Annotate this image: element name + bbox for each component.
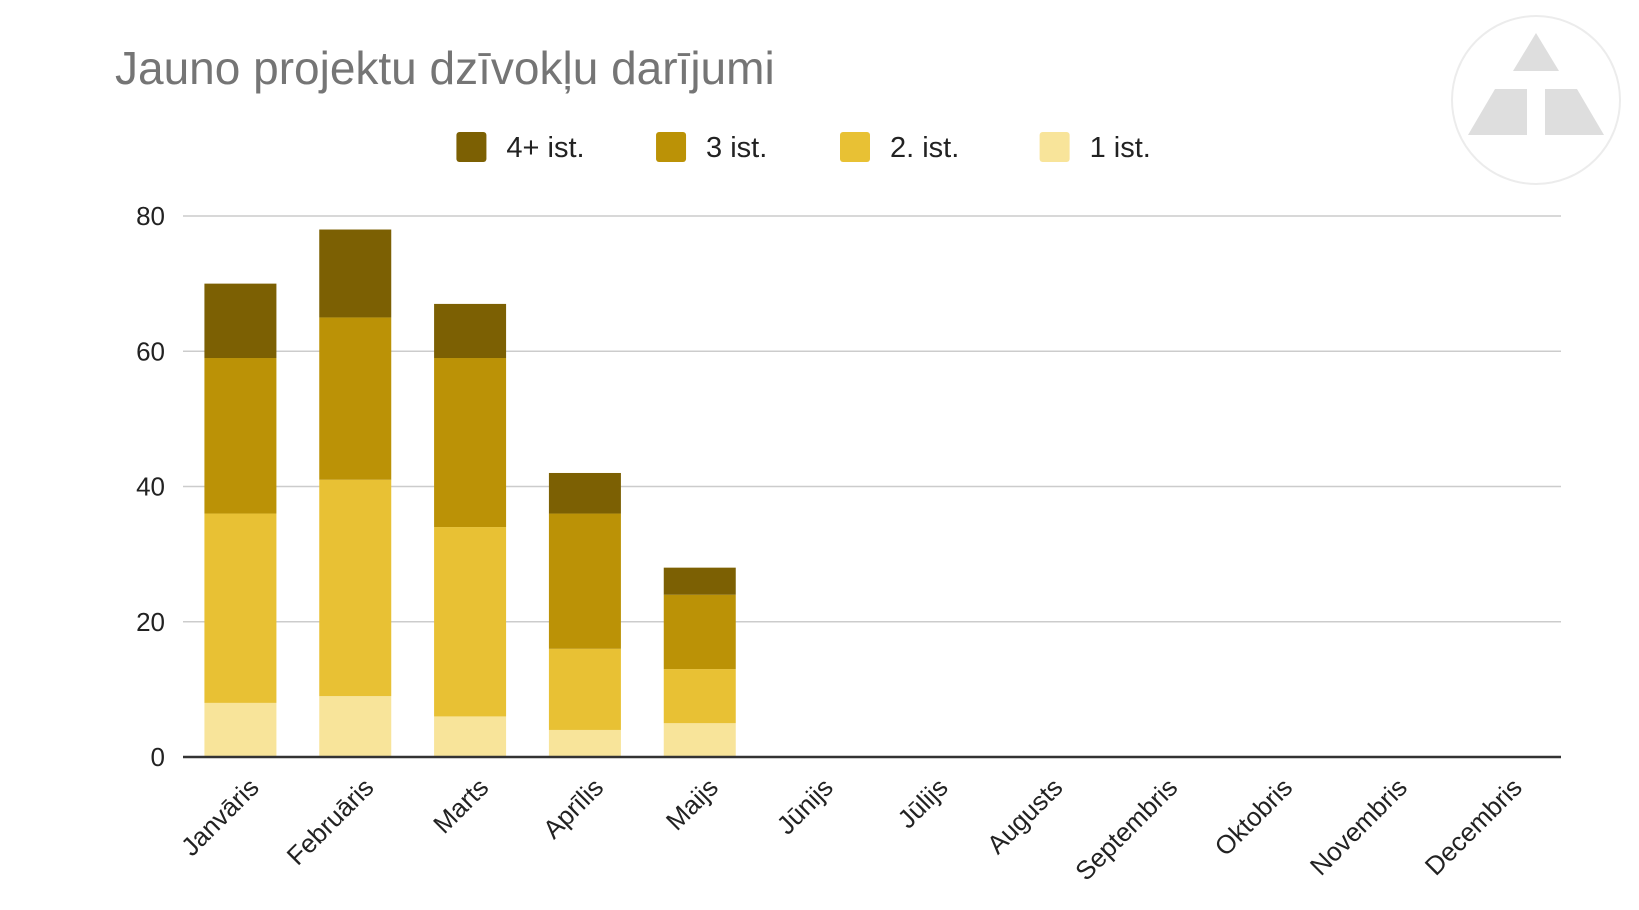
y-tick-label: 60 <box>136 336 165 366</box>
bar-segment <box>319 696 392 757</box>
legend: 4+ ist. 3 ist. 2. ist. 1 ist. <box>456 132 1151 164</box>
legend-label: 4+ ist. <box>506 132 584 164</box>
x-tick-label: Marts <box>427 772 494 839</box>
x-tick-label: Aprīlis <box>537 772 609 844</box>
x-tick-label: Novembris <box>1304 772 1413 881</box>
x-tick-label: Oktobris <box>1208 772 1298 862</box>
bar-segment <box>548 648 621 730</box>
legend-swatch <box>840 132 870 162</box>
legend-label: 1 ist. <box>1090 132 1151 164</box>
bar-segment <box>434 527 507 717</box>
y-tick-label: 20 <box>136 607 165 637</box>
x-tick-label: Decembris <box>1419 772 1528 881</box>
bar-stack-febru-ris <box>319 229 392 757</box>
bar-segment <box>548 472 621 514</box>
legend-label: 2. ist. <box>890 132 959 164</box>
bar-segment <box>434 358 507 528</box>
bar-segment <box>204 358 277 514</box>
bar-segment <box>204 283 277 359</box>
legend-swatch <box>1039 132 1070 162</box>
bar-segment <box>319 229 392 318</box>
legend-swatch <box>656 132 687 162</box>
legend-label: 3 ist. <box>706 132 767 164</box>
x-tick-label: Janvāris <box>175 772 265 862</box>
legend-item-4-ist: 4+ ist. <box>456 132 585 164</box>
bar-segment <box>204 702 277 757</box>
bar-segment <box>548 729 621 757</box>
legend-item-2-ist: 2. ist. <box>840 132 959 164</box>
chart-title: Jauno projektu dzīvokļu darījumi <box>115 42 775 94</box>
y-axis-ticks: 0 20 40 60 80 <box>136 201 165 772</box>
y-tick-label: 40 <box>136 472 165 502</box>
logo-icon <box>1451 15 1621 185</box>
x-tick-label: Septembris <box>1069 772 1183 886</box>
bar-stack-marts <box>434 303 507 757</box>
bar-segment <box>663 567 736 595</box>
bars <box>204 229 736 757</box>
bar-stack-maijs <box>663 567 736 757</box>
x-tick-label: Jūlijs <box>892 772 954 834</box>
bar-segment <box>319 479 392 697</box>
x-tick-label: Maijs <box>660 772 724 836</box>
bar-segment <box>319 317 392 480</box>
y-tick-label: 0 <box>151 742 165 772</box>
x-tick-label: Jūnijs <box>771 772 839 840</box>
legend-swatch <box>456 132 487 162</box>
legend-item-3-ist: 3 ist. <box>656 132 767 164</box>
y-tick-label: 80 <box>136 201 165 231</box>
x-axis-labels: Janvāris Februāris Marts Aprīlis Maijs Jūnijs… <box>175 772 1528 886</box>
x-tick-label: Februāris <box>281 772 380 871</box>
legend-item-1-ist: 1 ist. <box>1039 132 1151 164</box>
bar-segment <box>663 669 736 724</box>
x-tick-label: Augusts <box>981 772 1069 860</box>
bar-stack-janv-ris <box>204 283 277 757</box>
bar-segment <box>434 303 507 359</box>
bar-segment <box>663 723 736 757</box>
bar-segment <box>434 716 507 757</box>
bar-stack-apr-lis <box>548 472 621 757</box>
gridlines <box>183 215 1561 623</box>
bar-segment <box>548 513 621 649</box>
bar-segment <box>663 594 736 670</box>
bar-segment <box>204 513 277 703</box>
